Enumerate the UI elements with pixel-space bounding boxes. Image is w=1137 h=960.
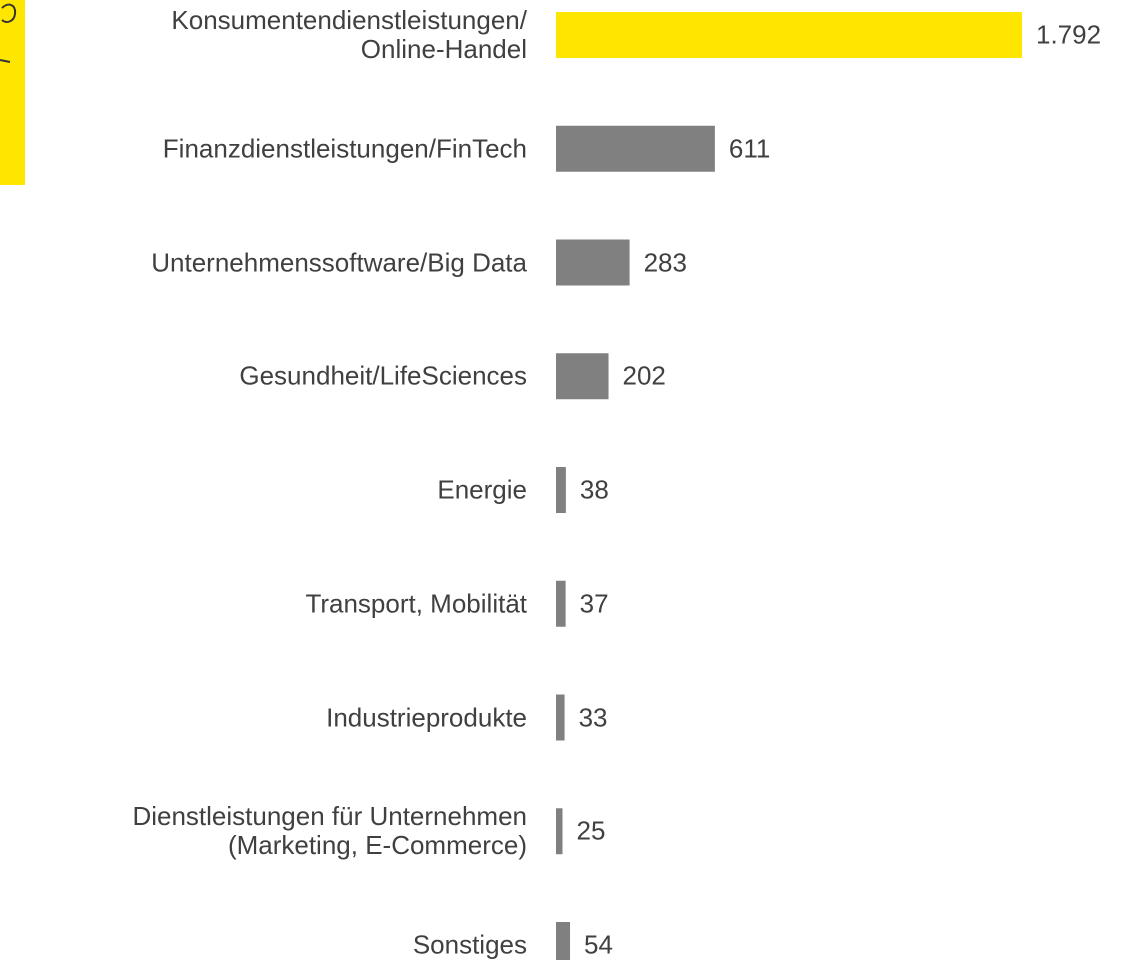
bar xyxy=(556,580,566,627)
value-label: 25 xyxy=(576,815,606,846)
value-label: 54 xyxy=(584,929,613,960)
category-label: Dienstleistungen für Unternehmen (Market… xyxy=(132,801,527,861)
bar xyxy=(556,922,571,960)
bar xyxy=(556,12,1022,58)
category-label: Energie xyxy=(437,474,527,505)
value-label: 283 xyxy=(643,247,687,277)
category-label: Sonstiges xyxy=(412,929,527,960)
bar xyxy=(556,353,609,400)
side-icon xyxy=(0,3,17,63)
category-label: Gesundheit/LifeSciences xyxy=(239,360,527,391)
value-label: 37 xyxy=(579,588,609,619)
value-label: 202 xyxy=(622,360,666,391)
value-label: 611 xyxy=(728,133,771,164)
value-label: 33 xyxy=(578,702,608,732)
value-label: 1.792 xyxy=(1036,19,1102,50)
category-label: Konsumentendienstleistungen/ Online-Hand… xyxy=(171,5,527,64)
bar xyxy=(556,467,566,513)
category-label: Industrieprodukte xyxy=(326,702,527,732)
bar xyxy=(556,125,715,172)
bar xyxy=(556,239,630,286)
value-label: 38 xyxy=(579,474,609,505)
category-label: Finanzdienstleistungen/FinTech xyxy=(162,133,527,164)
side-panel xyxy=(0,0,25,185)
bar xyxy=(556,694,565,741)
bar xyxy=(556,808,563,855)
category-label: Transport, Mobilität xyxy=(305,588,527,619)
category-label: Unternehmenssoftware/Big Data xyxy=(151,247,527,277)
